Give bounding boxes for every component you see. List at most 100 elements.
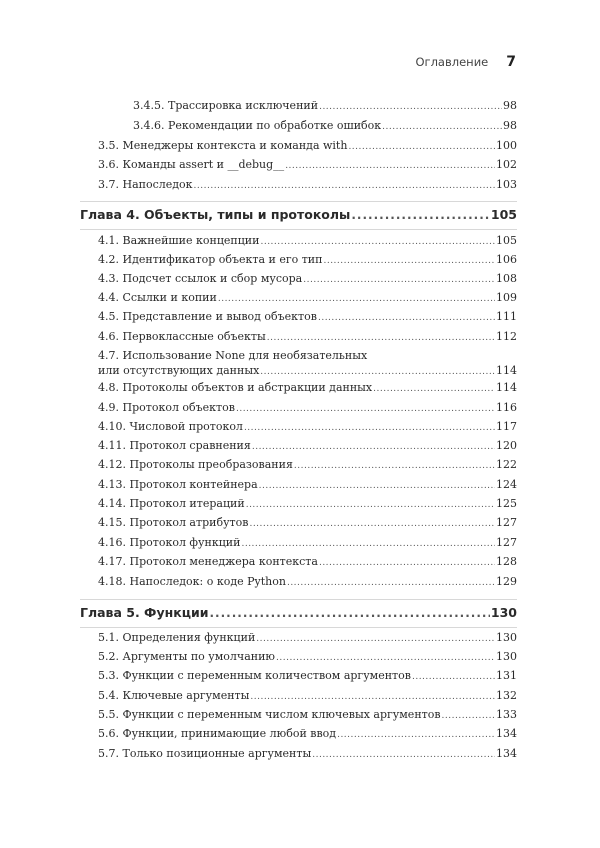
toc-entry-page: 128 [496, 555, 517, 568]
toc-entry[interactable]: 4.16. Протокол функций 127 [98, 536, 517, 551]
toc-entry-page: 98 [503, 119, 517, 132]
toc-entry-page: 130 [496, 631, 517, 644]
toc-entry-page: 134 [496, 747, 517, 760]
toc-entry-page: 116 [496, 401, 517, 414]
dot-leader [319, 555, 495, 570]
toc-entry[interactable]: 4.15. Протокол атрибутов 127 [98, 516, 517, 531]
toc-entry-title: 4.17. Протокол менеджера контекста [98, 555, 318, 568]
dot-leader [194, 178, 495, 193]
toc-entry-title: 4.15. Протокол атрибутов [98, 516, 249, 529]
toc-entry-title: 4.4. Ссылки и копии [98, 291, 217, 304]
toc-entry[interactable]: 4.11. Протокол сравнения 120 [98, 439, 517, 454]
running-header-title: Оглавление [415, 55, 489, 69]
toc-entry-title: 5.2. Аргументы по умолчанию [98, 650, 275, 663]
toc-entry-page: 122 [496, 458, 517, 471]
toc-entry-page: 134 [496, 727, 517, 740]
dot-leader [252, 439, 495, 454]
dot-leader [373, 381, 495, 396]
toc-entry-title: 4.5. Представление и вывод объектов [98, 310, 317, 323]
toc-entry-title: 4.10. Числовой протокол [98, 420, 243, 433]
toc-entry[interactable]: 5.4. Ключевые аргументы 132 [98, 689, 517, 704]
toc-entry-page: 127 [496, 536, 517, 549]
page-number: 7 [506, 54, 516, 70]
chapter-heading[interactable]: Глава 4. Объекты, типы и протоколы 105 [80, 208, 517, 222]
toc-entry[interactable]: 3.6. Команды assert и __debug__ 102 [98, 158, 517, 173]
toc-entry-title: 4.2. Идентификатор объекта и его тип [98, 253, 323, 266]
toc-entry-title: 5.6. Функции, принимающие любой ввод [98, 727, 337, 740]
toc-entry[interactable]: 3.5. Менеджеры контекста и команда with 1… [98, 139, 517, 154]
toc-entry-title: 5.3. Функции с переменным количеством ар… [98, 669, 411, 682]
divider [80, 229, 517, 230]
toc-entry-title: 4.12. Протоколы преобразования [98, 458, 293, 471]
toc-entry[interactable]: 4.14. Протокол итераций 125 [98, 497, 517, 512]
dot-leader [236, 401, 495, 416]
dot-leader [256, 631, 495, 646]
toc-entry[interactable]: 4.12. Протоколы преобразования 122 [98, 458, 517, 473]
toc-entry-title: 4.3. Подсчет ссылок и сбор мусора [98, 272, 303, 285]
dot-leader [249, 516, 495, 531]
toc-entry[interactable]: 4.5. Представление и вывод объектов 111 [98, 310, 517, 325]
dot-leader [244, 420, 495, 435]
dot-leader [442, 708, 495, 723]
toc-entry-title: 3.5. Менеджеры контекста и команда with [98, 139, 348, 152]
toc-entry[interactable]: 4.3. Подсчет ссылок и сбор мусора 108 [98, 272, 517, 287]
toc-entry-page: 102 [496, 158, 517, 171]
toc-entry-title: 3.7. Напоследок [98, 178, 193, 191]
toc-entry[interactable]: 4.1. Важнейшие концепции 105 [98, 234, 517, 249]
toc-entry-page: 131 [496, 669, 517, 682]
toc-entry[interactable]: 4.9. Протокол объектов 116 [98, 401, 517, 416]
toc-entry[interactable]: 5.2. Аргументы по умолчанию 130 [98, 650, 517, 665]
toc-entry[interactable]: 5.3. Функции с переменным количеством ар… [98, 669, 517, 684]
dot-leader [259, 478, 495, 493]
toc-entry-title: 4.9. Протокол объектов [98, 401, 235, 414]
toc-entry[interactable]: 4.18. Напоследок: о коде Python 129 [98, 575, 517, 590]
toc-entry-page: 105 [496, 234, 517, 247]
toc-entry[interactable]: 4.2. Идентификатор объекта и его тип 106 [98, 253, 517, 268]
dot-leader [319, 99, 502, 114]
toc-entry-page: 132 [496, 689, 517, 702]
toc-entry[interactable]: 4.13. Протокол контейнера 124 [98, 478, 517, 493]
toc-entry-title: 4.18. Напоследок: о коде Python [98, 575, 286, 588]
toc-entry-page: 103 [496, 178, 517, 191]
dot-leader [260, 363, 495, 380]
dot-leader [241, 536, 495, 551]
toc-entry[interactable]: 3.7. Напоследок 103 [98, 178, 517, 193]
toc-entry-page: 125 [496, 497, 517, 510]
toc-entry[interactable]: 5.6. Функции, принимающие любой ввод 134 [98, 727, 517, 742]
toc-entry[interactable]: 4.8. Протоколы объектов и абстракции дан… [98, 381, 517, 396]
toc-entry-title: 5.5. Функции с переменным числом ключевы… [98, 708, 441, 721]
dot-leader [351, 208, 490, 222]
toc-entry-page: 114 [496, 381, 517, 394]
divider [80, 201, 517, 202]
toc-entry-page: 109 [496, 291, 517, 304]
toc-entry[interactable]: 5.7. Только позиционные аргументы 134 [98, 747, 517, 762]
toc-entry[interactable]: 4.6. Первоклассные объекты 112 [98, 330, 517, 345]
dot-leader [246, 497, 495, 512]
dot-leader [303, 272, 495, 287]
toc-entry-page: 133 [496, 708, 517, 721]
dot-leader [285, 158, 495, 173]
toc-entry[interactable]: 3.4.6. Рекомендации по обработке ошибок 9… [133, 119, 517, 134]
toc-entry-page: 130 [490, 605, 517, 620]
toc-entry-title: 4.13. Протокол контейнера [98, 478, 258, 491]
toc-entry-page: 106 [496, 253, 517, 266]
toc-entry[interactable]: 3.4.5. Трассировка исключений 98 [133, 99, 517, 114]
dot-leader [276, 650, 495, 665]
toc-entry[interactable]: 4.17. Протокол менеджера контекста 128 [98, 555, 517, 570]
toc-entry-title: 4.16. Протокол функций [98, 536, 241, 549]
toc-entry[interactable]: 4.10. Числовой протокол 117 [98, 420, 517, 435]
toc-entry-title: 3.4.6. Рекомендации по обработке ошибок [133, 119, 382, 132]
dot-leader [312, 747, 495, 762]
toc-entry[interactable]: 4.4. Ссылки и копии 109 [98, 291, 517, 306]
toc-entry[interactable]: 4.7. Использование None для необязательн… [98, 348, 517, 380]
toc-entry[interactable]: 5.1. Определения функций 130 [98, 631, 517, 646]
divider [80, 627, 517, 628]
dot-leader [287, 575, 495, 590]
toc-entry-title: 4.7. Использование None для необязательн… [98, 349, 368, 362]
toc-entry[interactable]: 5.5. Функции с переменным числом ключевы… [98, 708, 517, 723]
dot-leader [210, 606, 490, 620]
toc-entry-page: 114 [496, 364, 517, 377]
dot-leader [218, 291, 495, 306]
toc-entry-page: 120 [496, 439, 517, 452]
chapter-heading[interactable]: Глава 5. Функции 130 [80, 606, 517, 620]
